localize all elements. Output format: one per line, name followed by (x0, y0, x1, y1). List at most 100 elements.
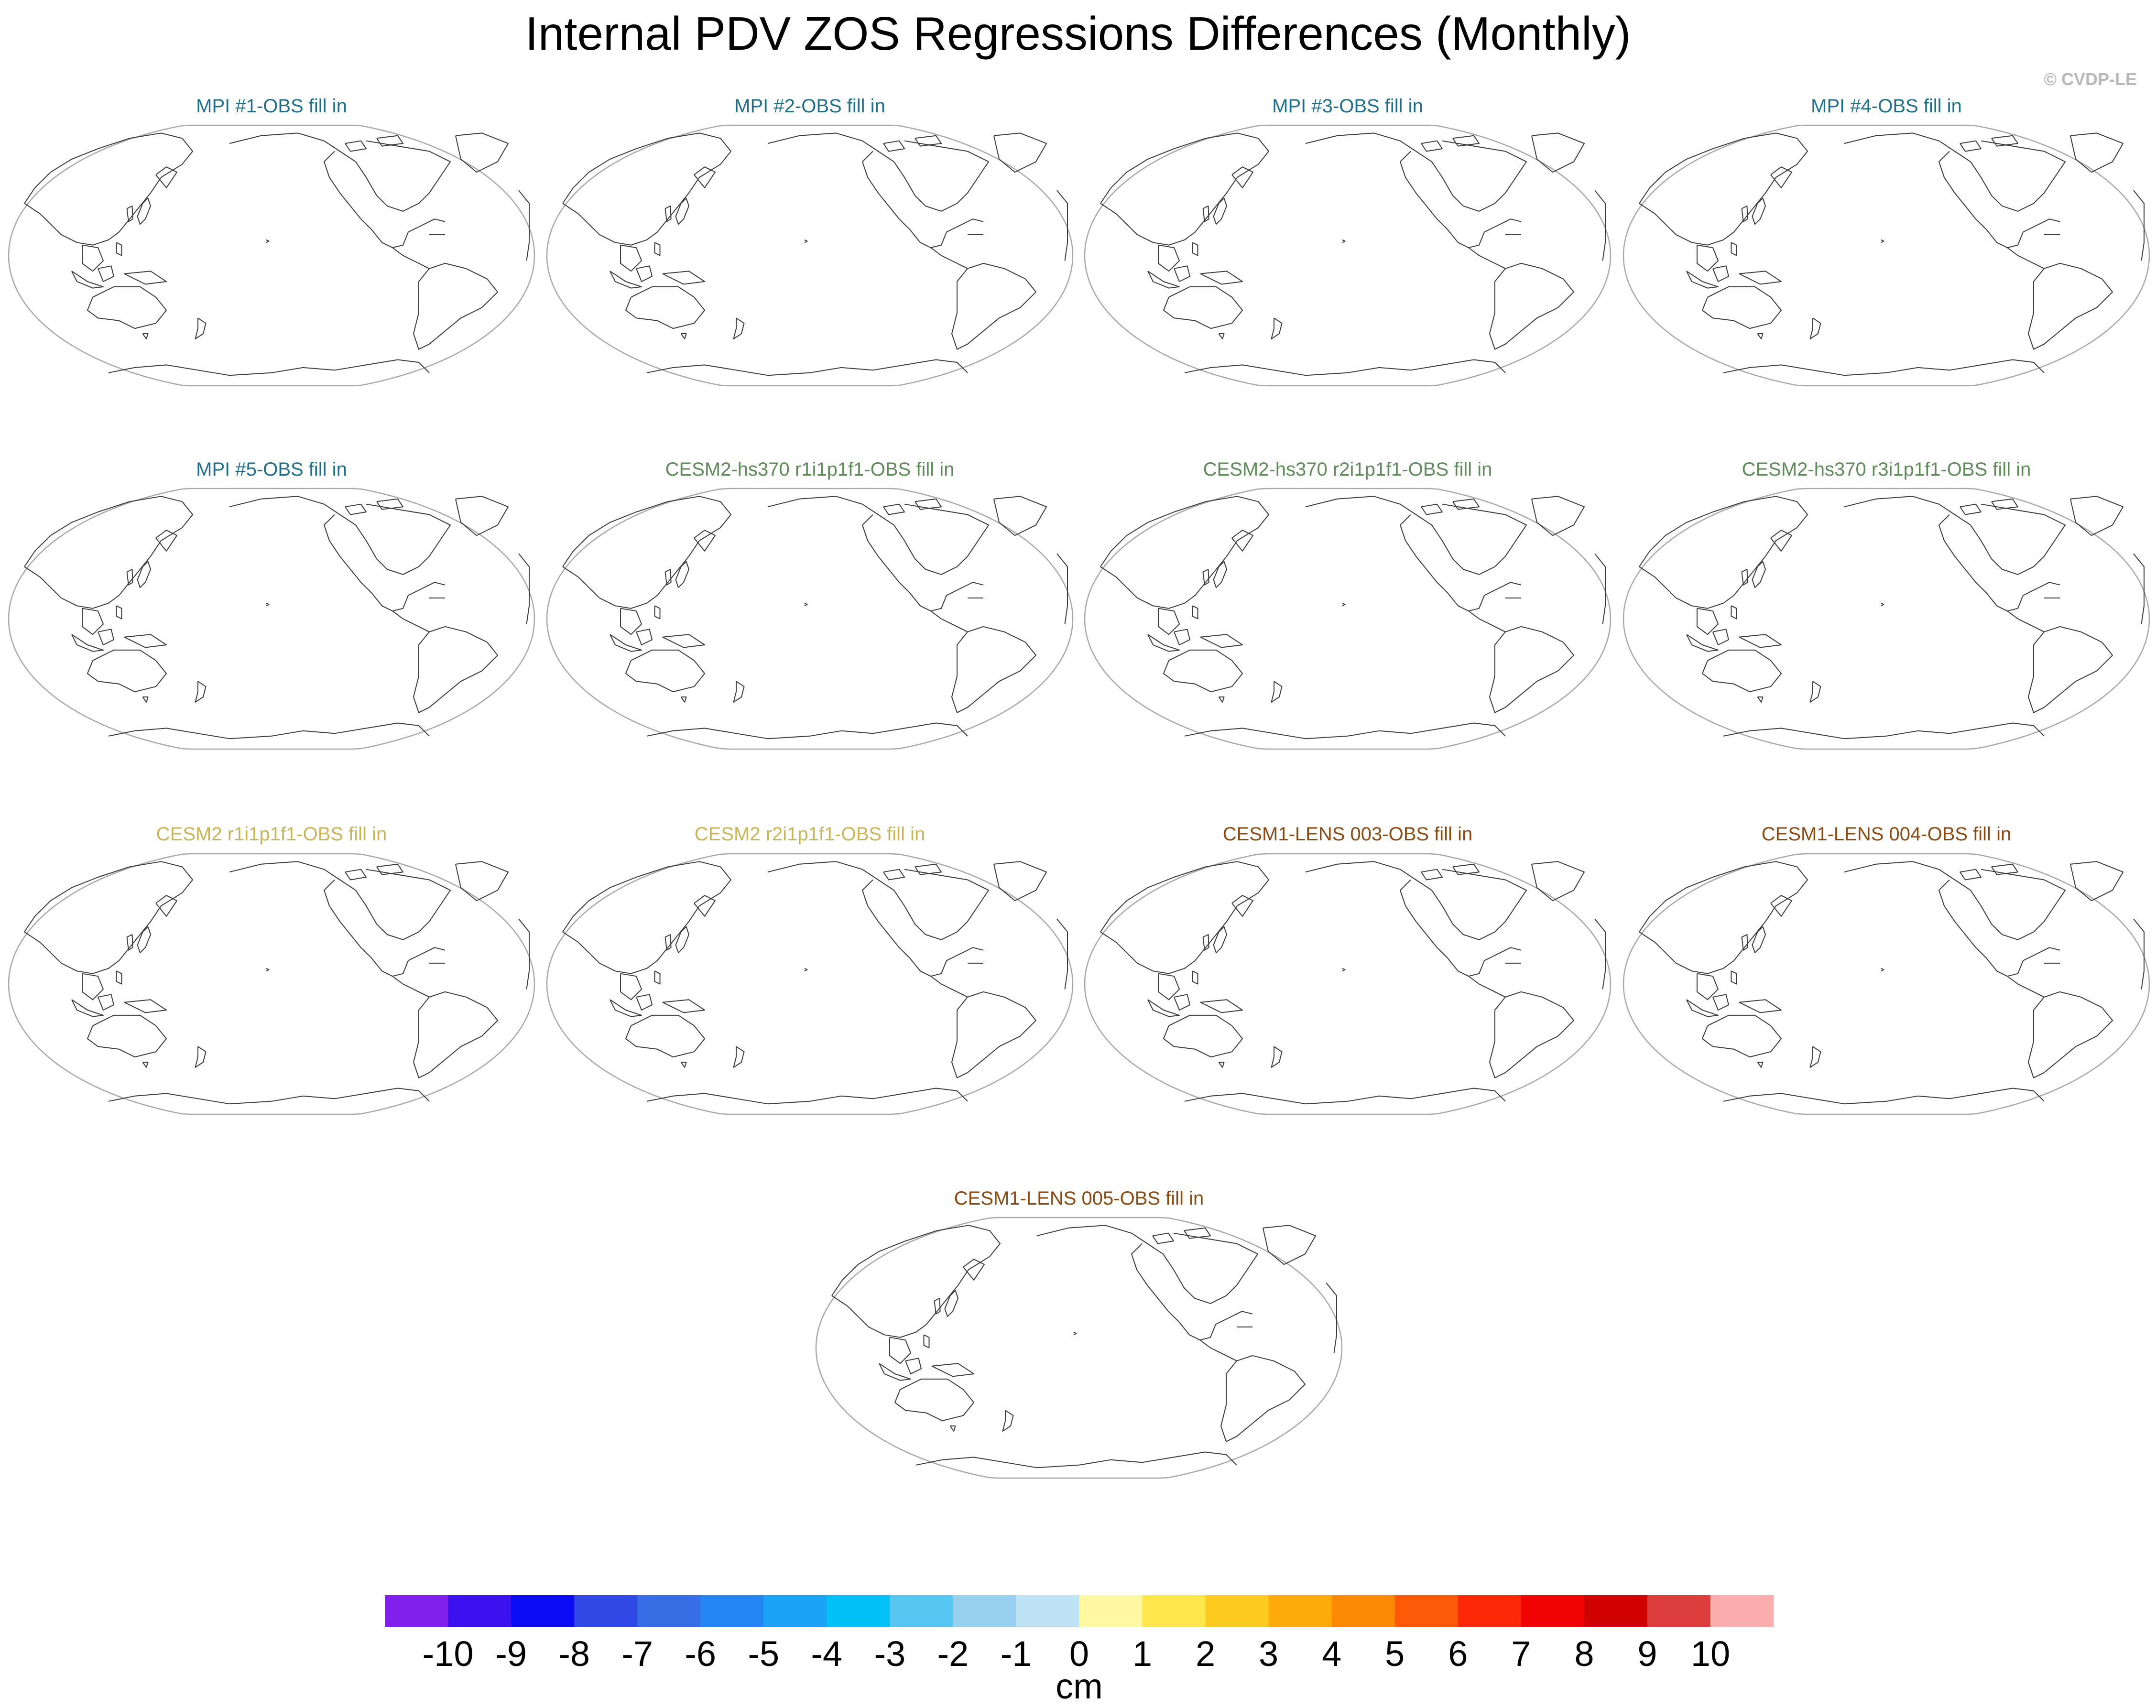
coastline (24, 132, 530, 376)
map-outline (8, 124, 535, 387)
colorbar-swatch (953, 1595, 1016, 1627)
colorbar-tick-label: 7 (1511, 1634, 1531, 1674)
coastline (562, 132, 1068, 376)
map-panel: CESM2-hs370 r1i1p1f1-OBS fill in (546, 459, 1074, 750)
colorbar-swatch (1079, 1595, 1143, 1627)
panel-title: CESM1-LENS 004-OBS fill in (1762, 824, 2011, 845)
coastline (1100, 861, 1606, 1105)
map-outline (815, 1217, 1343, 1479)
colorbar-tick-label: 9 (1637, 1634, 1657, 1674)
colorbar-tick-label: -3 (874, 1634, 905, 1674)
panel-title: MPI #3-OBS fill in (1272, 96, 1423, 117)
colorbar-tick-label: -9 (495, 1634, 527, 1674)
panel-title: MPI #5-OBS fill in (196, 459, 347, 480)
colorbar-swatch (1710, 1595, 1774, 1627)
colorbar-tick-label: -10 (423, 1634, 474, 1674)
colorbar-swatch (1458, 1595, 1522, 1627)
colorbar-unit-label: cm (1056, 1666, 1103, 1706)
map-panel: CESM2-hs370 r3i1p1f1-OBS fill in (1622, 459, 2150, 750)
map-outline (1084, 488, 1612, 750)
chart-title: Internal PDV ZOS Regressions Differences… (525, 7, 1631, 60)
colorbar-tick-label: 4 (1322, 1634, 1341, 1674)
map-panel: MPI #3-OBS fill in (1084, 96, 1612, 387)
panel-title: CESM2 r2i1p1f1-OBS fill in (695, 824, 925, 845)
map-panel: MPI #2-OBS fill in (546, 96, 1074, 387)
colorbar-swatch (574, 1595, 638, 1627)
map-outline (8, 488, 535, 750)
map-outline (546, 853, 1074, 1115)
panel-title: CESM2 r1i1p1f1-OBS fill in (156, 824, 387, 845)
colorbar-swatch (1331, 1595, 1395, 1627)
coastline (1639, 861, 2145, 1105)
colorbar-tick-label: -1 (1001, 1634, 1032, 1674)
map-outline (1084, 124, 1612, 387)
map-outline (546, 488, 1074, 750)
colorbar-swatch (1647, 1595, 1711, 1627)
colorbar-tick-label: 8 (1574, 1634, 1594, 1674)
colorbar-swatch (1142, 1595, 1206, 1627)
map-panel: MPI #1-OBS fill in (8, 96, 535, 387)
colorbar-swatch (827, 1595, 890, 1627)
panel-title: CESM1-LENS 003-OBS fill in (1223, 824, 1472, 845)
colorbar-swatch (511, 1595, 575, 1627)
panel-title: MPI #4-OBS fill in (1811, 96, 1962, 117)
colorbar-tick-label: 3 (1259, 1634, 1278, 1674)
map-panel: MPI #4-OBS fill in (1622, 96, 2150, 387)
map-panel: CESM1-LENS 004-OBS fill in (1622, 824, 2150, 1115)
panel-title: MPI #2-OBS fill in (734, 96, 885, 117)
coastline (1100, 496, 1606, 740)
panel-title: CESM2-hs370 r3i1p1f1-OBS fill in (1742, 459, 2031, 480)
colorbar-swatch (1394, 1595, 1459, 1627)
colorbar-swatch (1268, 1595, 1332, 1627)
map-outline (1622, 124, 2150, 387)
colorbar-swatch (890, 1595, 953, 1627)
map-outline (8, 853, 535, 1115)
colorbar-tick-label: 10 (1691, 1634, 1730, 1674)
map-panel: CESM1-LENS 005-OBS fill in (815, 1188, 1343, 1479)
panel-title: CESM2-hs370 r1i1p1f1-OBS fill in (665, 459, 955, 480)
panel-title: CESM2-hs370 r2i1p1f1-OBS fill in (1203, 459, 1492, 480)
colorbar-tick-label: -6 (685, 1634, 716, 1674)
colorbar-tick-label: 2 (1196, 1634, 1215, 1674)
coastline (24, 496, 530, 740)
coastline (562, 496, 1068, 740)
colorbar-tick-label: 6 (1448, 1634, 1468, 1674)
panel-title: MPI #1-OBS fill in (196, 96, 347, 117)
colorbar-swatch (1584, 1595, 1648, 1627)
coastline (1639, 496, 2145, 740)
colorbar-tick-label: 1 (1132, 1634, 1152, 1674)
coastline (1100, 132, 1606, 376)
coastline (562, 861, 1068, 1105)
colorbar-tick-label: -7 (621, 1634, 653, 1674)
colorbar-swatch (1016, 1595, 1079, 1627)
coastline (1639, 132, 2145, 376)
map-panel: CESM2-hs370 r2i1p1f1-OBS fill in (1084, 459, 1612, 750)
map-panel: MPI #5-OBS fill in (8, 459, 535, 750)
colorbar-swatch (1205, 1595, 1269, 1627)
colorbar-swatch (1521, 1595, 1585, 1627)
colorbar-tick-label: -5 (748, 1634, 779, 1674)
map-outline (1622, 853, 2150, 1115)
map-outline (546, 124, 1074, 387)
colorbar-tick-label: -4 (811, 1634, 842, 1674)
map-panel: CESM1-LENS 003-OBS fill in (1084, 824, 1612, 1115)
coastline (24, 861, 530, 1105)
colorbar-swatch (448, 1595, 512, 1627)
panel-title: CESM1-LENS 005-OBS fill in (954, 1188, 1204, 1209)
map-outline (1622, 488, 2150, 750)
map-panel: CESM2 r2i1p1f1-OBS fill in (546, 824, 1074, 1115)
credit-label: © CVDP-LE (2044, 69, 2137, 89)
map-outline (1084, 853, 1612, 1115)
colorbar-swatch (385, 1595, 448, 1627)
colorbar-tick-label: -2 (937, 1634, 969, 1674)
colorbar-tick-label: 5 (1385, 1634, 1405, 1674)
colorbar-swatch (637, 1595, 701, 1627)
coastline (831, 1225, 1337, 1469)
colorbar-tick-label: 0 (1069, 1634, 1089, 1674)
colorbar-swatch (700, 1595, 764, 1627)
colorbar-tick-label: -8 (558, 1634, 590, 1674)
map-panel: CESM2 r1i1p1f1-OBS fill in (8, 824, 535, 1115)
